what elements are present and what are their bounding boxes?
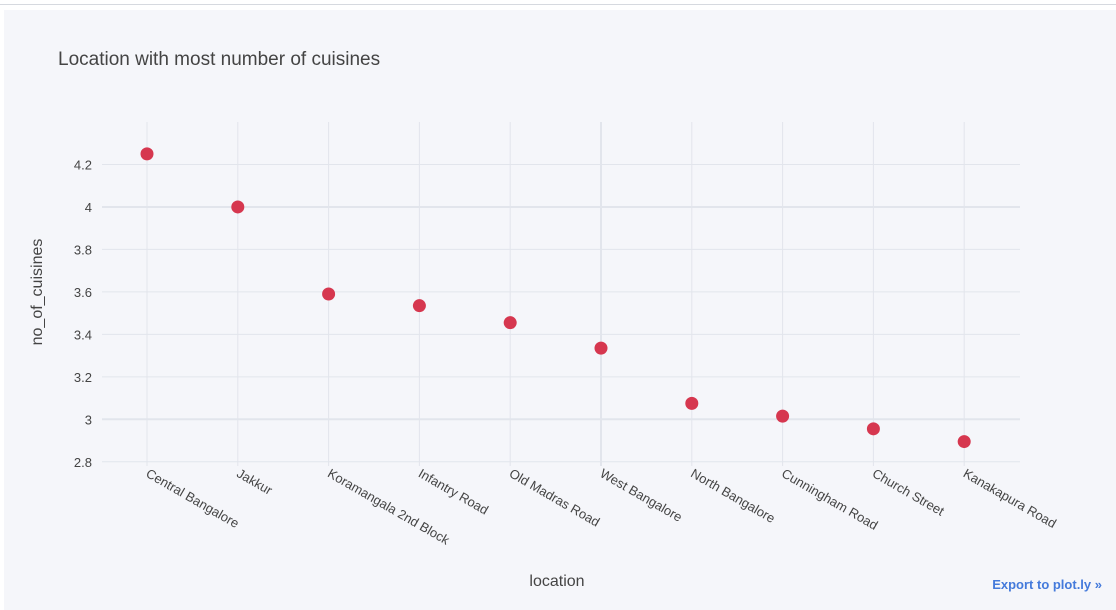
data-point[interactable]: [503, 316, 517, 330]
y-tick-label: 2.8: [74, 455, 92, 470]
y-tick-label: 3.6: [74, 285, 92, 300]
x-tick-label: West Bangalore: [598, 466, 685, 525]
y-tick-label: 4: [85, 200, 92, 215]
data-point[interactable]: [776, 409, 790, 423]
data-point[interactable]: [231, 200, 245, 214]
data-point[interactable]: [594, 341, 608, 355]
y-axis-title: no_of_cuisines: [29, 239, 46, 346]
top-border: [0, 0, 1116, 5]
y-tick-label: 4.2: [74, 157, 92, 172]
data-point[interactable]: [412, 299, 426, 313]
x-tick-label: Old Madras Road: [507, 466, 603, 530]
x-tick-label: Cunningham Road: [779, 466, 880, 533]
data-point[interactable]: [866, 422, 880, 436]
grid-lines: [102, 122, 1020, 466]
data-point[interactable]: [322, 287, 336, 301]
x-tick-label: North Bangalore: [688, 466, 777, 526]
x-axis-title: location: [529, 573, 584, 590]
x-tick-label: Infantry Road: [416, 466, 491, 518]
data-point[interactable]: [685, 396, 699, 410]
x-tick-label: Central Bangalore: [144, 466, 242, 531]
x-tick-label: Church Street: [870, 466, 947, 519]
y-tick-label: 3.8: [74, 242, 92, 257]
y-tick-label: 3: [85, 412, 92, 427]
x-tick-label: Jakkur: [234, 466, 275, 498]
data-point[interactable]: [957, 435, 971, 449]
y-tick-label: 3.4: [74, 327, 92, 342]
y-axis-ticks: 2.8 3 3.2 3.4 3.6 3.8 4 4.2: [74, 157, 92, 469]
export-to-plotly-link[interactable]: Export to plot.ly »: [992, 577, 1102, 592]
x-tick-label: Kanakapura Road: [961, 466, 1059, 531]
chart-title: Location with most number of cuisines: [58, 49, 380, 70]
plot-background: [4, 10, 1116, 610]
y-tick-label: 3.2: [74, 370, 92, 385]
data-points: [140, 147, 971, 449]
data-point[interactable]: [140, 147, 154, 161]
